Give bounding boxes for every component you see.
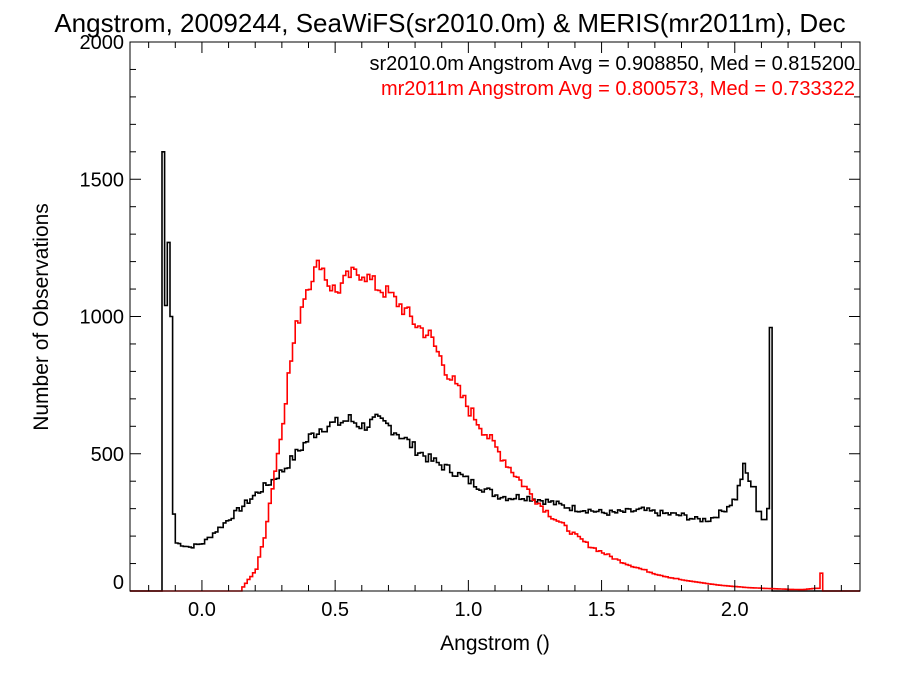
ticks-layer: 0.0 0.5 1.0 1.5 2.0 0 500 1000 1500 2000 bbox=[80, 32, 860, 621]
histogram-series-2 bbox=[130, 259, 860, 592]
x-tick-label: 2.0 bbox=[721, 599, 749, 621]
x-tick-label: 1.0 bbox=[454, 599, 482, 621]
y-axis-label: Number of Observations bbox=[30, 203, 53, 431]
y-tick-label: 0 bbox=[113, 572, 124, 594]
y-tick-label: 2000 bbox=[80, 32, 125, 54]
annotation-text-2: mr2011m Angstrom Avg = 0.800573, Med = 0… bbox=[381, 78, 855, 100]
x-axis-label: Angstrom () bbox=[440, 632, 550, 655]
histogram-series-1 bbox=[130, 151, 860, 592]
x-tick-label: 0.0 bbox=[188, 599, 216, 621]
x-tick-label: 0.5 bbox=[321, 599, 349, 621]
series-layer bbox=[130, 151, 860, 592]
annotation-text-1: sr2010.0m Angstrom Avg = 0.908850, Med =… bbox=[369, 53, 855, 75]
chart-title: Angstrom, 2009244, SeaWiFS(sr2010.0m) & … bbox=[54, 8, 845, 38]
legend-annotations: sr2010.0m Angstrom Avg = 0.908850, Med =… bbox=[369, 53, 855, 100]
y-tick-label: 1500 bbox=[80, 169, 125, 191]
y-tick-label: 500 bbox=[91, 444, 124, 466]
x-tick-label: 1.5 bbox=[588, 599, 616, 621]
y-tick-label: 1000 bbox=[80, 307, 125, 329]
